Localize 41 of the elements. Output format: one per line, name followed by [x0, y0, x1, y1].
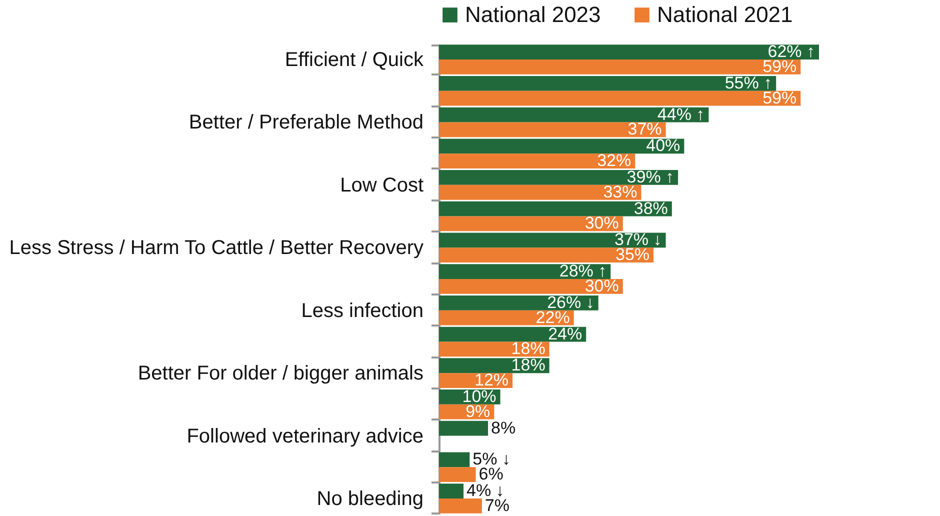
bar — [439, 216, 623, 232]
bar — [439, 76, 776, 91]
bar — [439, 201, 672, 216]
y-tick-label: No bleeding — [316, 488, 424, 510]
bar — [439, 60, 801, 74]
bar — [439, 107, 709, 122]
y-tick-label: Less infection — [301, 300, 424, 322]
bar — [439, 184, 642, 200]
data-label: 38% — [634, 198, 668, 218]
bar — [439, 452, 470, 468]
bar — [439, 358, 550, 374]
y-tick-label: Less Stress / Harm To Cattle / Better Recovery — [9, 237, 424, 260]
legend-label: National 2021 — [657, 2, 793, 27]
data-label: 30% — [584, 214, 619, 233]
bar — [439, 90, 801, 106]
bar — [439, 170, 678, 185]
y-tick-label: Better For older / bigger animals — [138, 362, 424, 385]
y-tick-label: Low Cost — [340, 174, 424, 196]
y-tick-label: Better / Preferable Method — [188, 112, 424, 134]
bar — [439, 154, 636, 168]
bar — [439, 342, 550, 357]
bar — [439, 295, 598, 310]
y-tick-label: Followed veterinary advice — [186, 425, 424, 448]
bar — [439, 138, 684, 154]
y-tick-label: Efficient / Quick — [284, 49, 424, 72]
bar — [439, 248, 654, 263]
data-label: 18% — [511, 356, 546, 375]
bar — [439, 498, 482, 514]
bar — [439, 232, 666, 248]
data-label: 8% — [491, 418, 516, 438]
bar — [439, 420, 488, 436]
data-label: 40% — [646, 136, 680, 156]
bar — [439, 484, 464, 498]
bar — [439, 467, 476, 482]
legend-label: National 2023 — [465, 2, 601, 27]
bar — [439, 264, 611, 279]
data-label: 18% — [511, 339, 546, 358]
bar — [439, 122, 666, 138]
bar — [439, 279, 623, 294]
data-label: 24% — [548, 324, 582, 344]
bar — [439, 44, 819, 60]
